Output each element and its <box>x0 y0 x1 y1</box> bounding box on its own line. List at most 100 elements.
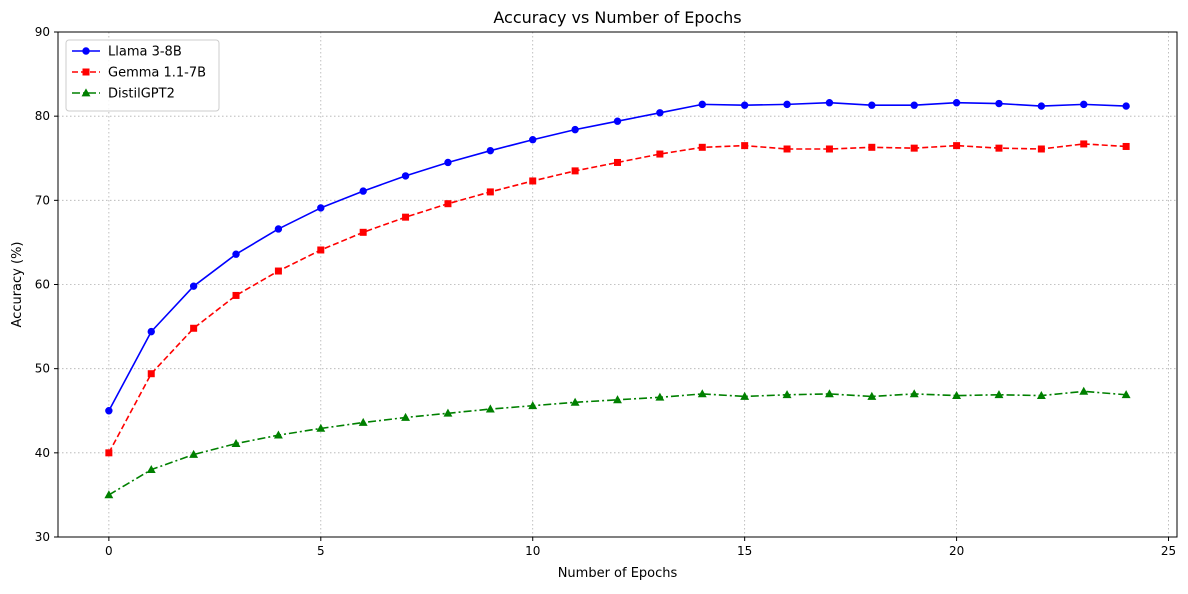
llama-3-8b-point <box>571 125 579 134</box>
gemma-1-1-7b-point <box>317 246 325 254</box>
llama-3-8b-point <box>740 101 749 109</box>
llama-3-8b-point <box>868 101 876 109</box>
distilgpt2-point <box>401 412 411 421</box>
gemma-1-1-7b-point <box>953 142 961 150</box>
legend: Llama 3-8B Gemma 1.1-7B DistilGPT2 <box>65 39 220 112</box>
gemma-1-1-7b-point <box>910 144 918 152</box>
distilgpt2-point <box>740 391 750 400</box>
gemma-1-1-7b-line <box>108 143 1127 454</box>
y-tick-label: 90 <box>35 25 50 39</box>
x-axis-title: Number of Epochs <box>558 566 678 581</box>
distilgpt2-point <box>273 430 283 439</box>
x-tick-label: 15 <box>737 544 752 558</box>
distilgpt2-point <box>104 490 114 499</box>
distilgpt2-point <box>443 408 453 417</box>
series-distilgpt2 <box>104 386 1131 499</box>
y-axis-title: Accuracy (%) <box>10 242 25 328</box>
x-tick-label: 0 <box>105 544 113 558</box>
gemma-1-1-7b-point <box>105 449 113 457</box>
distilgpt2-point <box>824 389 834 398</box>
gemma-1-1-7b-point <box>359 228 367 236</box>
gemma-1-1-7b-point <box>147 370 155 378</box>
x-tick-label: 10 <box>525 544 540 558</box>
gemma-1-1-7b-point <box>190 324 198 332</box>
gemma-1-1-7b-point <box>1122 142 1130 150</box>
distilgpt2-point <box>655 392 665 401</box>
plot-area-frame <box>57 31 1178 538</box>
gemma-1-1-7b-point <box>656 150 664 158</box>
y-tick-label: 50 <box>35 362 50 376</box>
llama-3-8b-point <box>995 99 1003 108</box>
gemma-1-1-7b-point <box>1037 145 1045 153</box>
gemma-1-1-7b-point <box>614 158 621 166</box>
llama-3-8b-point <box>825 99 834 107</box>
x-tick-label: 20 <box>949 544 964 558</box>
x-tick-label: 25 <box>1161 544 1176 558</box>
distilgpt2-point <box>909 389 919 398</box>
y-tick-label: 30 <box>35 530 50 544</box>
llama-3-8b-point <box>401 172 410 180</box>
legend-entry-llama-3-8b: Llama 3-8B <box>72 45 182 60</box>
axis-ticks: 0 5 10 15 20 25 30 40 50 60 70 80 90 <box>35 25 1176 558</box>
legend-swatch-marker <box>81 88 91 97</box>
series-layer <box>104 99 1131 499</box>
chart-title: Accuracy vs Number of Epochs <box>493 8 741 27</box>
gemma-1-1-7b-point <box>444 200 452 208</box>
llama-3-8b-point <box>444 158 452 167</box>
series-llama-3-8b <box>105 99 1130 415</box>
distilgpt2-point <box>952 390 962 399</box>
legend-entry-distilgpt2: DistilGPT2 <box>72 87 175 102</box>
gemma-1-1-7b-point <box>571 167 579 175</box>
llama-3-8b-point <box>529 136 537 144</box>
legend-box <box>65 39 220 112</box>
distilgpt2-point <box>358 417 368 426</box>
gemma-1-1-7b-point <box>741 142 749 150</box>
gemma-1-1-7b-point <box>825 145 833 153</box>
gemma-1-1-7b-point <box>698 143 706 151</box>
llama-3-8b-point <box>274 225 283 233</box>
distilgpt2-point <box>613 395 622 404</box>
y-tick-label: 70 <box>35 193 50 207</box>
distilgpt2-point <box>782 390 792 399</box>
llama-3-8b-point <box>613 117 622 125</box>
llama-3-8b-point <box>232 250 240 258</box>
legend-label: DistilGPT2 <box>108 87 175 102</box>
legend-swatch-marker <box>82 68 90 76</box>
distilgpt2-point <box>189 449 199 458</box>
gemma-1-1-7b-point <box>783 145 791 153</box>
legend-swatch-marker <box>82 47 90 55</box>
gemma-1-1-7b-point <box>486 188 494 196</box>
llama-3-8b-point <box>189 282 198 290</box>
gemma-1-1-7b-point <box>232 291 240 299</box>
distilgpt2-point <box>994 390 1004 399</box>
distilgpt2-point <box>697 389 707 398</box>
distilgpt2-point <box>1121 390 1131 399</box>
x-tick-label: 5 <box>317 544 325 558</box>
llama-3-8b-point <box>1037 102 1046 110</box>
grid <box>58 31 1177 538</box>
legend-entries: Llama 3-8B Gemma 1.1-7B DistilGPT2 <box>72 45 206 102</box>
llama-3-8b-point <box>698 100 706 109</box>
llama-3-8b-point <box>1080 100 1088 109</box>
llama-3-8b-point <box>486 146 495 155</box>
legend-label: Gemma 1.1-7B <box>108 66 206 81</box>
distilgpt2-point <box>1079 386 1089 395</box>
llama-3-8b-point <box>783 100 791 109</box>
distilgpt2-point <box>570 397 580 406</box>
legend-label: Llama 3-8B <box>108 45 182 60</box>
series-gemma-1-1-7b <box>105 140 1130 457</box>
llama-3-8b-point <box>317 204 325 212</box>
y-tick-label: 80 <box>35 109 50 123</box>
distilgpt2-point <box>485 404 495 413</box>
gemma-1-1-7b-point <box>1080 140 1088 148</box>
distilgpt2-point <box>231 438 241 447</box>
distilgpt2-point <box>867 391 877 400</box>
gemma-1-1-7b-point <box>274 267 282 275</box>
llama-3-8b-line <box>108 101 1127 412</box>
y-tick-label: 60 <box>35 278 50 292</box>
gemma-1-1-7b-point <box>529 177 537 185</box>
llama-3-8b-point <box>910 101 918 109</box>
y-tick-label: 40 <box>35 446 50 460</box>
